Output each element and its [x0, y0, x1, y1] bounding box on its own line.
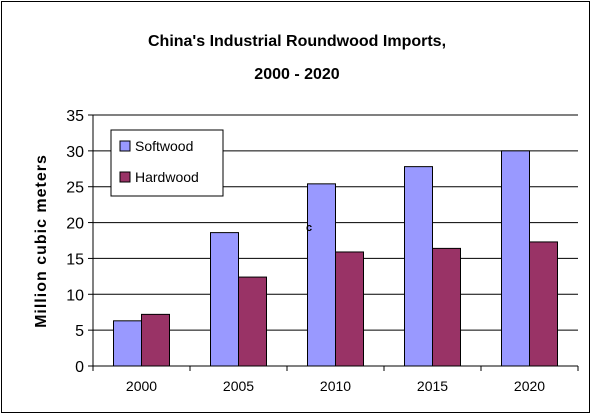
bar-hardwood-2010: [335, 251, 364, 367]
bar-softwood-2005: [210, 232, 239, 367]
chart-annotation: c: [306, 222, 312, 234]
x-tick-label: 2020: [514, 378, 545, 394]
bar-softwood-2015: [404, 166, 433, 367]
y-tick-label: 35: [66, 108, 84, 125]
chart-svg: China's Industrial Roundwood Imports, 20…: [33, 33, 579, 394]
y-tick-label: 0: [75, 359, 84, 376]
x-tick-labels: 2000 2005 2010 2015 2020: [126, 378, 545, 394]
x-tick-label: 2010: [320, 378, 351, 394]
chart-title-line-2: 2000 - 2020: [254, 66, 340, 83]
y-tick-labels: 0 5 10 15 20 25 30 35: [66, 108, 84, 376]
y-tick-label: 20: [66, 216, 84, 233]
x-tick-label: 2015: [417, 378, 448, 394]
y-tick-label: 30: [66, 144, 84, 161]
bar-softwood-2010: [307, 183, 336, 367]
bar-hardwood-2000: [141, 313, 170, 367]
bar-hardwood-2020: [529, 241, 558, 367]
legend: Softwood Hardwood: [110, 129, 224, 197]
bar-hardwood-2015: [432, 247, 461, 367]
x-tick-label: 2005: [223, 378, 254, 394]
y-tick-label: 5: [75, 323, 84, 340]
bar-softwood-2020: [501, 150, 530, 367]
legend-swatch-softwood: [119, 140, 131, 152]
legend-swatch-hardwood: [119, 171, 131, 183]
x-tick-label: 2000: [126, 378, 157, 394]
bar-hardwood-2005: [238, 276, 267, 367]
chart-title-line-1: China's Industrial Roundwood Imports,: [148, 33, 446, 50]
y-tick-label: 15: [66, 251, 84, 268]
y-axis-label: Million cubic meters: [33, 154, 50, 328]
y-tick-label: 10: [66, 287, 84, 304]
axes: [88, 114, 579, 371]
legend-label-hardwood: Hardwood: [135, 169, 199, 185]
bar-softwood-2000: [113, 320, 142, 367]
y-tick-label: 25: [66, 180, 84, 197]
bars: [113, 150, 558, 367]
legend-label-softwood: Softwood: [135, 138, 193, 154]
